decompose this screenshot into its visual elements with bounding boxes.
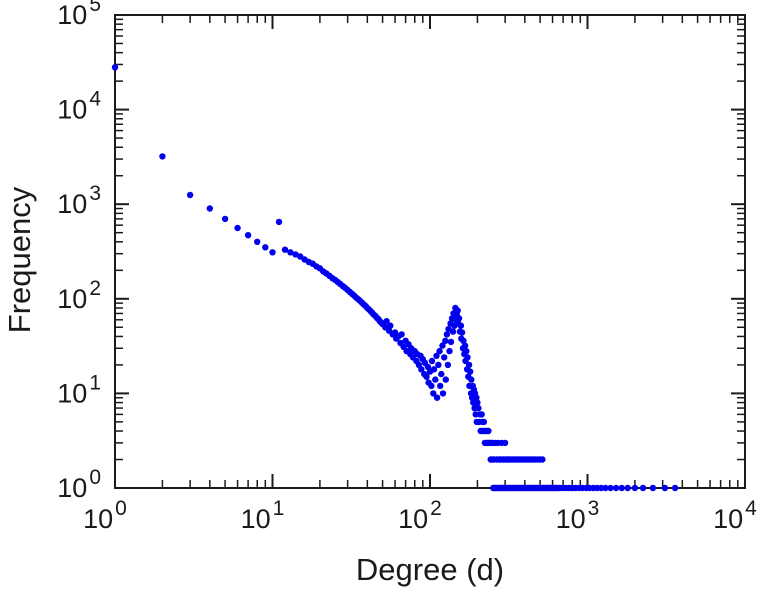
- data-point: [418, 366, 425, 373]
- data-point: [186, 191, 194, 199]
- data-point: [461, 342, 469, 349]
- data-point: [618, 484, 625, 492]
- x-tick-label: 104: [713, 497, 757, 534]
- data-point: [468, 376, 475, 383]
- y-tick-label: 105: [57, 0, 101, 30]
- data-point: [398, 331, 405, 338]
- data-point: [430, 390, 437, 397]
- data-point: [432, 376, 439, 383]
- data-point: [455, 315, 463, 322]
- data-point: [464, 354, 471, 361]
- y-axis-label: Frequency: [2, 186, 37, 333]
- data-point: [446, 347, 453, 355]
- data-point: [443, 331, 451, 338]
- data-point: [475, 404, 482, 412]
- data-point: [387, 322, 394, 329]
- data-point: [287, 249, 294, 256]
- y-tick-label: 101: [57, 371, 101, 408]
- data-point: [458, 329, 466, 336]
- data-point: [244, 232, 252, 239]
- data-point: [485, 427, 492, 435]
- data-point: [449, 328, 457, 335]
- data-point: [433, 352, 440, 359]
- data-point: [433, 394, 441, 401]
- y-tick-label: 104: [57, 88, 101, 125]
- data-point: [602, 484, 609, 492]
- data-point: [383, 318, 390, 325]
- data-point: [624, 484, 631, 492]
- data-point: [159, 153, 166, 160]
- data-point: [430, 366, 438, 373]
- data-point: [436, 347, 443, 355]
- data-point: [269, 249, 276, 256]
- data-point: [423, 373, 430, 380]
- data-point: [206, 205, 213, 212]
- data-point: [275, 218, 283, 226]
- x-axis-label: Degree (d): [356, 552, 504, 587]
- data-point: [254, 238, 261, 245]
- axis-ticks: [114, 14, 746, 489]
- data-point: [442, 376, 449, 383]
- data-point: [442, 337, 449, 344]
- data-point: [478, 411, 485, 418]
- y-tick-label: 100: [57, 466, 101, 503]
- data-point: [649, 484, 657, 492]
- data-point: [472, 411, 479, 418]
- tick-labels: 100 101 102 103 104 100 101 102 103 104 105: [57, 0, 757, 534]
- data-point: [439, 342, 446, 349]
- data-point: [428, 357, 436, 365]
- data-point: [473, 394, 480, 401]
- data-point: [281, 246, 289, 253]
- data-point: [501, 439, 509, 447]
- data-point: [607, 484, 614, 492]
- data-point: [671, 484, 679, 492]
- data-point: [447, 338, 455, 346]
- data-point: [454, 307, 461, 314]
- data-point: [474, 399, 481, 406]
- data-point: [467, 368, 474, 375]
- data-point: [438, 370, 445, 378]
- data-point: [234, 224, 241, 232]
- data-point: [221, 215, 229, 223]
- data-point: [441, 354, 448, 361]
- data-point: [460, 337, 467, 344]
- data-point: [428, 382, 435, 390]
- x-tick-label: 102: [398, 497, 442, 534]
- data-point: [631, 484, 639, 492]
- data-point: [661, 484, 669, 492]
- data-points: [111, 64, 679, 492]
- x-tick-label: 100: [83, 497, 127, 534]
- data-point: [639, 484, 647, 492]
- data-point: [439, 390, 447, 397]
- data-point: [111, 64, 119, 71]
- x-tick-label: 101: [241, 497, 285, 534]
- y-tick-label: 103: [57, 182, 101, 219]
- data-point: [435, 361, 442, 369]
- data-point: [437, 382, 444, 390]
- data-point: [612, 484, 620, 492]
- data-point: [465, 361, 473, 369]
- data-point: [539, 456, 546, 463]
- data-point: [463, 347, 470, 355]
- data-point: [480, 418, 488, 426]
- plot-frame: [114, 14, 746, 489]
- data-point: [457, 322, 465, 329]
- x-tick-label: 103: [556, 497, 600, 534]
- y-tick-label: 102: [57, 277, 101, 314]
- data-point: [262, 244, 269, 251]
- data-point: [444, 361, 452, 369]
